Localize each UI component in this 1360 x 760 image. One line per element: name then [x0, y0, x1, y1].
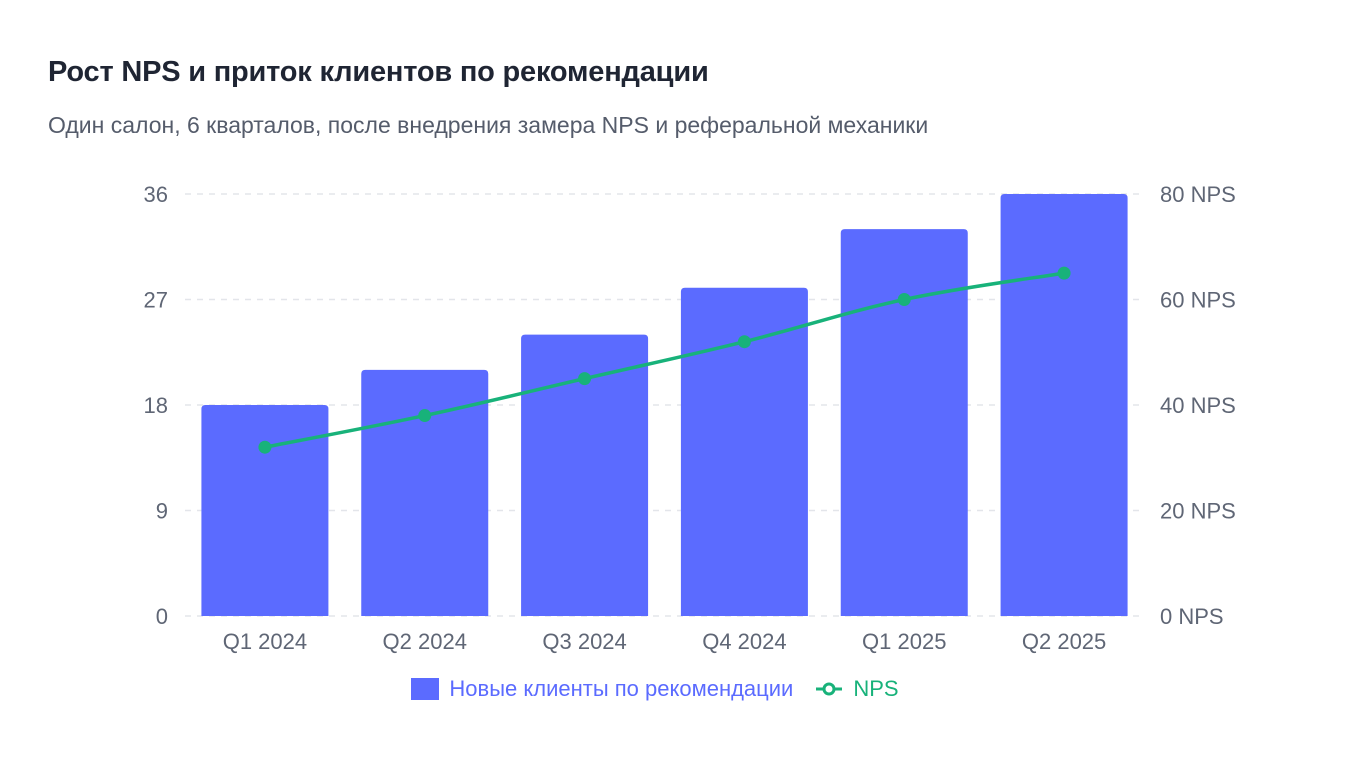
y-left-tick-label: 0: [156, 604, 168, 629]
chart-legend: Новые клиенты по рекомендации NPS: [0, 676, 1310, 702]
legend-item-nps[interactable]: NPS: [815, 676, 899, 702]
y-right-tick-label: 80 NPS: [1160, 182, 1236, 207]
y-left-tick-label: 18: [144, 393, 168, 418]
nps-point[interactable]: [897, 293, 911, 306]
bar[interactable]: [521, 334, 649, 616]
nps-point[interactable]: [418, 409, 432, 423]
nps-line: [263, 271, 1066, 449]
bar[interactable]: [201, 405, 329, 616]
y-right-tick-label: 60 NPS: [1160, 288, 1236, 313]
nps-point[interactable]: [1057, 266, 1071, 280]
y-right-tick-label: 0 NPS: [1160, 604, 1224, 629]
y-right-tick-label: 40 NPS: [1160, 393, 1236, 418]
y-left-tick-label: 27: [144, 288, 168, 313]
bar[interactable]: [361, 369, 489, 616]
y-left-tick-label: 9: [156, 499, 168, 524]
legend-swatch-nps: [816, 682, 843, 696]
x-tick-label: Q2 2024: [383, 629, 467, 654]
bar[interactable]: [680, 287, 808, 616]
bar[interactable]: [1000, 194, 1128, 616]
x-tick-label: Q1 2025: [862, 629, 946, 654]
y-left-tick-label: 36: [144, 182, 168, 207]
nps-point[interactable]: [578, 372, 592, 386]
x-tick-label: Q4 2024: [702, 629, 786, 654]
legend-label-nps: NPS: [853, 676, 899, 701]
chart-subtitle: Один салон, 6 кварталов, после внедрения…: [48, 112, 929, 138]
x-tick-label: Q1 2024: [223, 629, 307, 654]
y-right-tick-label: 20 NPS: [1160, 499, 1236, 524]
x-tick-label: Q2 2025: [1022, 629, 1106, 654]
legend-swatch-bars: [411, 678, 440, 700]
nps-point[interactable]: [737, 335, 751, 349]
x-tick-label: Q3 2024: [542, 629, 626, 654]
nps-point[interactable]: [258, 440, 272, 454]
legend-item-bars[interactable]: Новые клиенты по рекомендации: [411, 676, 793, 702]
chart-title: Рост NPS и приток клиентов по рекомендац…: [48, 56, 709, 88]
bar[interactable]: [840, 229, 968, 616]
legend-label-bars: Новые клиенты по рекомендации: [449, 676, 794, 701]
